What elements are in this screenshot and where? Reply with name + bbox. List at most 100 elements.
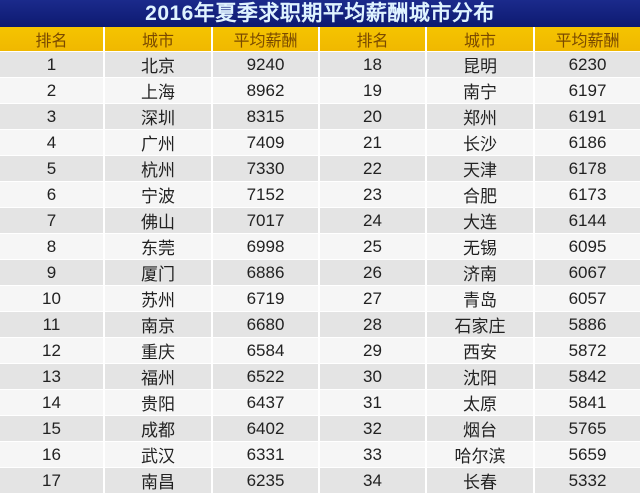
rank-cell: 26 — [320, 259, 425, 285]
salary-cell: 6173 — [535, 181, 640, 207]
table-row: 4 广州 7409 21 长沙 6186 — [0, 129, 640, 155]
table-row: 14 贵阳 6437 31 太原 5841 — [0, 389, 640, 415]
salary-cell: 6144 — [535, 207, 640, 233]
city-cell: 东莞 — [105, 233, 211, 259]
rank-cell: 7 — [0, 207, 103, 233]
header-salary: 平均薪酬 — [213, 27, 318, 51]
table-row: 13 福州 6522 30 沈阳 5842 — [0, 363, 640, 389]
rank-cell: 22 — [320, 155, 425, 181]
city-cell: 昆明 — [427, 51, 533, 77]
rank-cell: 17 — [0, 467, 103, 493]
salary-cell: 6197 — [535, 77, 640, 103]
city-cell: 南宁 — [427, 77, 533, 103]
city-cell: 佛山 — [105, 207, 211, 233]
rank-cell: 13 — [0, 363, 103, 389]
city-cell: 深圳 — [105, 103, 211, 129]
salary-cell: 6191 — [535, 103, 640, 129]
salary-cell: 7017 — [213, 207, 318, 233]
header-row: 排名 城市 平均薪酬 排名 城市 平均薪酬 — [0, 27, 640, 51]
table-row: 9 厦门 6886 26 济南 6067 — [0, 259, 640, 285]
salary-table: 排名 城市 平均薪酬 排名 城市 平均薪酬 1 北京 9240 18 昆明 6230 2 上海… — [0, 27, 640, 493]
city-cell: 武汉 — [105, 441, 211, 467]
rank-cell: 27 — [320, 285, 425, 311]
city-cell: 厦门 — [105, 259, 211, 285]
salary-cell: 6178 — [535, 155, 640, 181]
salary-cell: 5842 — [535, 363, 640, 389]
header-city: 城市 — [105, 27, 211, 51]
salary-cell: 6680 — [213, 311, 318, 337]
city-cell: 石家庄 — [427, 311, 533, 337]
city-cell: 南昌 — [105, 467, 211, 493]
header-rank: 排名 — [320, 27, 425, 51]
table-row: 12 重庆 6584 29 西安 5872 — [0, 337, 640, 363]
table-row: 5 杭州 7330 22 天津 6178 — [0, 155, 640, 181]
rank-cell: 12 — [0, 337, 103, 363]
city-cell: 宁波 — [105, 181, 211, 207]
rank-cell: 21 — [320, 129, 425, 155]
salary-cell: 7330 — [213, 155, 318, 181]
salary-cell: 7152 — [213, 181, 318, 207]
salary-cell: 6584 — [213, 337, 318, 363]
rank-cell: 31 — [320, 389, 425, 415]
city-cell: 苏州 — [105, 285, 211, 311]
rank-cell: 15 — [0, 415, 103, 441]
salary-cell: 5841 — [535, 389, 640, 415]
city-cell: 大连 — [427, 207, 533, 233]
city-cell: 重庆 — [105, 337, 211, 363]
salary-cell: 5332 — [535, 467, 640, 493]
city-cell: 哈尔滨 — [427, 441, 533, 467]
city-cell: 无锡 — [427, 233, 533, 259]
rank-cell: 8 — [0, 233, 103, 259]
city-cell: 青岛 — [427, 285, 533, 311]
salary-cell: 6886 — [213, 259, 318, 285]
city-cell: 天津 — [427, 155, 533, 181]
rank-cell: 33 — [320, 441, 425, 467]
city-cell: 福州 — [105, 363, 211, 389]
salary-cell: 6402 — [213, 415, 318, 441]
city-cell: 烟台 — [427, 415, 533, 441]
salary-cell: 5659 — [535, 441, 640, 467]
city-cell: 南京 — [105, 311, 211, 337]
rank-cell: 14 — [0, 389, 103, 415]
salary-cell: 6719 — [213, 285, 318, 311]
rank-cell: 24 — [320, 207, 425, 233]
header-salary: 平均薪酬 — [535, 27, 640, 51]
table-row: 8 东莞 6998 25 无锡 6095 — [0, 233, 640, 259]
rank-cell: 10 — [0, 285, 103, 311]
rank-cell: 23 — [320, 181, 425, 207]
rank-cell: 20 — [320, 103, 425, 129]
salary-cell: 5886 — [535, 311, 640, 337]
city-cell: 济南 — [427, 259, 533, 285]
table-row: 15 成都 6402 32 烟台 5765 — [0, 415, 640, 441]
table-row: 6 宁波 7152 23 合肥 6173 — [0, 181, 640, 207]
rank-cell: 19 — [320, 77, 425, 103]
rank-cell: 11 — [0, 311, 103, 337]
city-cell: 合肥 — [427, 181, 533, 207]
header-rank: 排名 — [0, 27, 103, 51]
salary-cell: 6095 — [535, 233, 640, 259]
rank-cell: 16 — [0, 441, 103, 467]
table-row: 11 南京 6680 28 石家庄 5886 — [0, 311, 640, 337]
rank-cell: 4 — [0, 129, 103, 155]
table-row: 10 苏州 6719 27 青岛 6057 — [0, 285, 640, 311]
header-city: 城市 — [427, 27, 533, 51]
city-cell: 杭州 — [105, 155, 211, 181]
salary-cell: 6331 — [213, 441, 318, 467]
rank-cell: 28 — [320, 311, 425, 337]
salary-cell: 5765 — [535, 415, 640, 441]
table-row: 2 上海 8962 19 南宁 6197 — [0, 77, 640, 103]
table-row: 16 武汉 6331 33 哈尔滨 5659 — [0, 441, 640, 467]
rank-cell: 25 — [320, 233, 425, 259]
rank-cell: 34 — [320, 467, 425, 493]
table-title: 2016年夏季求职期平均薪酬城市分布 — [0, 0, 640, 27]
rank-cell: 9 — [0, 259, 103, 285]
salary-cell: 7409 — [213, 129, 318, 155]
salary-cell: 8962 — [213, 77, 318, 103]
salary-cell: 8315 — [213, 103, 318, 129]
rank-cell: 5 — [0, 155, 103, 181]
city-cell: 长春 — [427, 467, 533, 493]
salary-cell: 6998 — [213, 233, 318, 259]
salary-cell: 9240 — [213, 51, 318, 77]
city-cell: 广州 — [105, 129, 211, 155]
city-cell: 北京 — [105, 51, 211, 77]
